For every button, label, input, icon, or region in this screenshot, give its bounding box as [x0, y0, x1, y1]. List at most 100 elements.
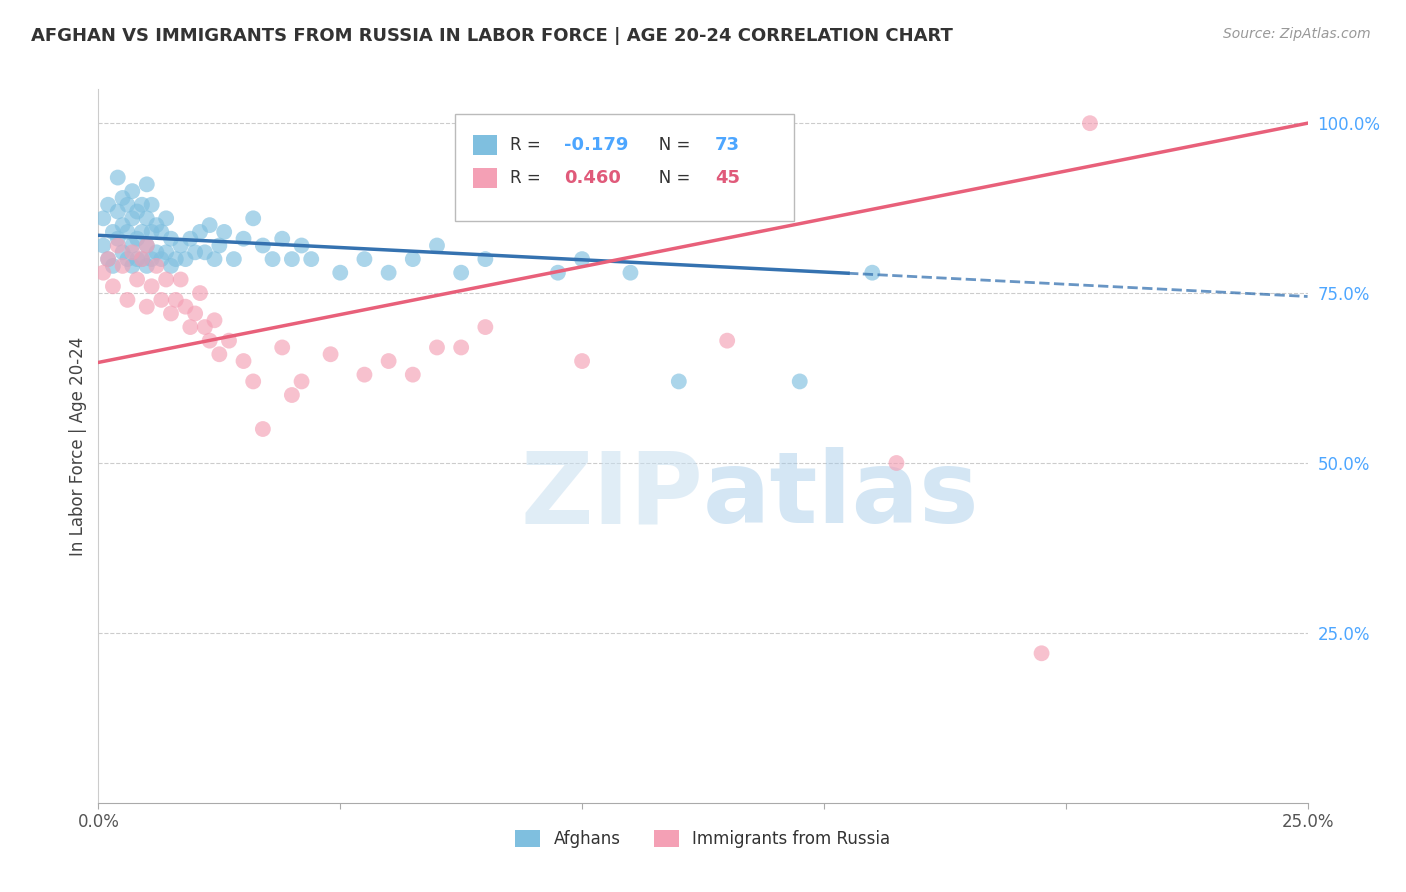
Point [107, 238, 129, 252]
Point [329, 266, 352, 280]
Point [290, 238, 312, 252]
Point [271, 341, 294, 355]
Point [252, 422, 274, 436]
Point [127, 272, 149, 286]
Point [290, 375, 312, 389]
Point [131, 225, 153, 239]
Point [127, 252, 149, 266]
Point [299, 252, 322, 266]
Point [174, 300, 197, 314]
Point [1078, 116, 1101, 130]
Point [212, 225, 235, 239]
Point [174, 252, 197, 266]
Point [232, 232, 254, 246]
Text: atlas: atlas [703, 448, 980, 544]
Point [121, 184, 143, 198]
Point [184, 306, 207, 320]
Y-axis label: In Labor Force | Age 20-24: In Labor Force | Age 20-24 [69, 336, 87, 556]
Point [155, 211, 177, 226]
Point [886, 456, 908, 470]
Text: N =: N = [643, 136, 695, 153]
Point [204, 313, 226, 327]
Text: ZIP: ZIP [520, 448, 703, 544]
Point [716, 334, 738, 348]
Point [145, 245, 167, 260]
Point [160, 259, 183, 273]
Point [571, 354, 593, 368]
Text: 45: 45 [716, 169, 740, 187]
Point [169, 272, 191, 286]
FancyBboxPatch shape [456, 114, 793, 221]
Text: 0.460: 0.460 [564, 169, 621, 187]
Point [97, 252, 120, 266]
Point [252, 238, 274, 252]
Point [426, 238, 449, 252]
Point [789, 375, 811, 389]
Point [184, 245, 207, 260]
Point [121, 245, 143, 260]
Point [117, 198, 139, 212]
Point [135, 178, 157, 192]
Text: R =: R = [509, 169, 546, 187]
Point [107, 204, 129, 219]
Point [155, 272, 177, 286]
Point [150, 293, 173, 307]
Point [474, 252, 496, 266]
Point [262, 252, 284, 266]
Point [450, 266, 472, 280]
Point [222, 252, 245, 266]
Point [127, 204, 149, 219]
Point [319, 347, 342, 361]
Point [131, 252, 153, 266]
Point [121, 238, 143, 252]
Point [188, 225, 211, 239]
Point [450, 341, 472, 355]
Point [121, 211, 143, 226]
Point [165, 293, 187, 307]
Point [141, 198, 163, 212]
Point [150, 252, 173, 266]
Point [208, 347, 231, 361]
Bar [474, 169, 498, 188]
Point [97, 198, 120, 212]
Point [111, 245, 134, 260]
Point [218, 334, 240, 348]
Point [198, 334, 221, 348]
Point [135, 238, 157, 252]
Point [91, 266, 114, 280]
Point [107, 232, 129, 246]
Bar [474, 135, 498, 155]
Point [426, 341, 449, 355]
Point [179, 232, 201, 246]
Point [160, 232, 183, 246]
Point [131, 252, 153, 266]
Point [194, 320, 217, 334]
Point [101, 279, 124, 293]
Text: R =: R = [509, 136, 546, 153]
Text: AFGHAN VS IMMIGRANTS FROM RUSSIA IN LABOR FORCE | AGE 20-24 CORRELATION CHART: AFGHAN VS IMMIGRANTS FROM RUSSIA IN LABO… [31, 27, 953, 45]
Point [91, 238, 114, 252]
Point [135, 238, 157, 252]
Point [242, 211, 264, 226]
Legend: Afghans, Immigrants from Russia: Afghans, Immigrants from Russia [509, 823, 897, 855]
Point [101, 225, 124, 239]
Text: Source: ZipAtlas.com: Source: ZipAtlas.com [1223, 27, 1371, 41]
Point [169, 238, 191, 252]
Point [281, 252, 304, 266]
Point [204, 252, 226, 266]
Point [141, 252, 163, 266]
Point [150, 225, 173, 239]
Point [135, 300, 157, 314]
Point [111, 218, 134, 232]
Point [619, 266, 641, 280]
Point [198, 218, 221, 232]
Point [131, 198, 153, 212]
Point [117, 293, 139, 307]
Text: -0.179: -0.179 [564, 136, 628, 153]
Point [111, 191, 134, 205]
Point [179, 320, 201, 334]
Point [377, 354, 399, 368]
Point [281, 388, 304, 402]
Point [141, 225, 163, 239]
Point [141, 279, 163, 293]
